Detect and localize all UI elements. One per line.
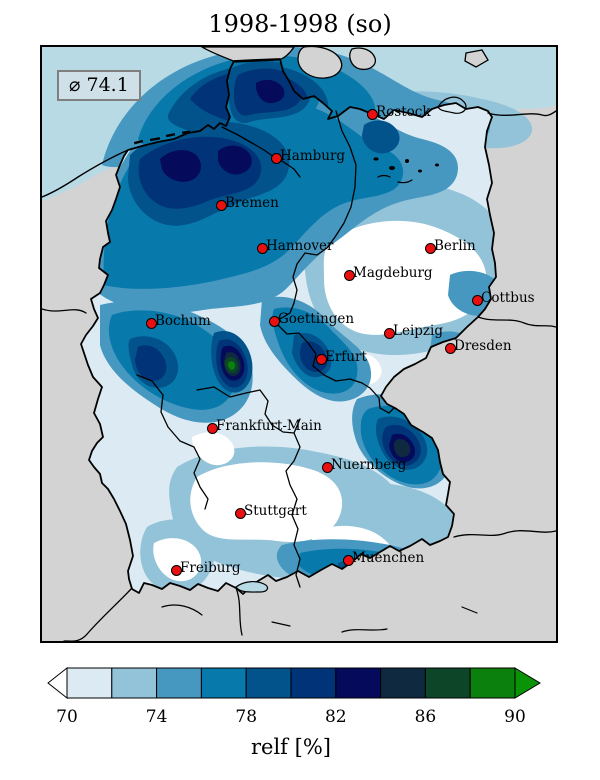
map-panel: Rostock Hamburg Bremen Hannover Berlin Magdeb… <box>40 45 558 643</box>
city-label: Bremen <box>225 195 279 211</box>
ruegen-coast <box>437 96 467 114</box>
colorbar-tick: 70 <box>56 707 78 727</box>
colorbar-tick: 78 <box>235 707 257 727</box>
city-dot <box>384 328 395 339</box>
city-dot <box>445 343 456 354</box>
contour-map <box>42 47 556 641</box>
colorbar-label: relf [%] <box>251 735 331 759</box>
city-label: Erfurt <box>325 349 367 365</box>
alps-line-2 <box>271 621 291 627</box>
state-border-3 <box>136 374 209 510</box>
state-border-4 <box>196 386 295 434</box>
city-dot <box>367 109 378 120</box>
lake-constance <box>235 581 269 593</box>
colorbar: 70 74 78 82 86 90 relf [%] <box>47 666 541 759</box>
state-border-2 <box>285 418 301 588</box>
city-label: Bochum <box>155 313 211 329</box>
lake-squiggle-2 <box>397 179 413 184</box>
colorbar-tick: 86 <box>415 707 437 727</box>
city-label: Cottbus <box>481 290 535 306</box>
alps-line-3 <box>341 628 388 633</box>
city-label: Hannover <box>266 238 334 254</box>
city-label: Berlin <box>434 238 476 254</box>
germany-contours <box>81 59 496 594</box>
city-dot <box>235 508 246 519</box>
page-title: 1998-1998 (so) <box>208 10 392 38</box>
city-label: Freiburg <box>180 560 241 576</box>
city-dot <box>271 153 282 164</box>
lake-squiggle-1 <box>377 174 391 178</box>
city-dot <box>316 354 327 365</box>
border-at-ch <box>235 587 243 636</box>
city-dot <box>207 423 218 434</box>
islands-lakes <box>133 130 439 173</box>
state-border-1 <box>276 110 395 414</box>
colorbar-tick: 90 <box>504 707 526 727</box>
city-label: Nuernberg <box>331 457 407 473</box>
city-label: Magdeburg <box>353 265 433 281</box>
city-dot <box>344 270 355 281</box>
coastline-east <box>487 110 556 117</box>
city-label: Leipzig <box>393 323 443 339</box>
colorbar-under-arrow <box>47 666 68 700</box>
city-dot <box>257 243 268 254</box>
city-layer: Rostock Hamburg Bremen Hannover Berlin Magdeb… <box>42 47 556 641</box>
city-dot <box>216 200 227 211</box>
city-label: Hamburg <box>280 148 346 164</box>
border-lines <box>42 58 556 641</box>
colorbar-tick: 74 <box>146 707 168 727</box>
colorbar-over-arrow <box>514 667 541 699</box>
elbe-river <box>221 126 301 178</box>
city-dot <box>269 316 280 327</box>
border-ch-fr <box>63 587 133 641</box>
city-label: Rostock <box>376 104 431 120</box>
mean-value-box: ⌀ 74.1 <box>57 70 141 101</box>
border-nl-be <box>42 308 87 314</box>
city-label: Muenchen <box>352 550 425 566</box>
city-dot <box>425 243 436 254</box>
city-dot <box>146 318 157 329</box>
colorbar-tick: 82 <box>325 707 347 727</box>
city-label: Frankfurt-Main <box>216 418 322 434</box>
border-cz-at <box>453 530 556 538</box>
coastline-west <box>42 149 129 198</box>
alps-line-4 <box>461 606 478 614</box>
alps-line-1 <box>161 604 203 616</box>
city-dot <box>343 555 354 566</box>
border-pl-cz <box>477 316 556 328</box>
city-label: Goettingen <box>278 311 355 327</box>
denmark-land <box>200 47 489 79</box>
city-dot <box>472 295 483 306</box>
city-label: Dresden <box>454 338 512 354</box>
city-dot <box>171 565 182 576</box>
city-label: Stuttgart <box>244 503 307 519</box>
city-dot <box>322 462 333 473</box>
